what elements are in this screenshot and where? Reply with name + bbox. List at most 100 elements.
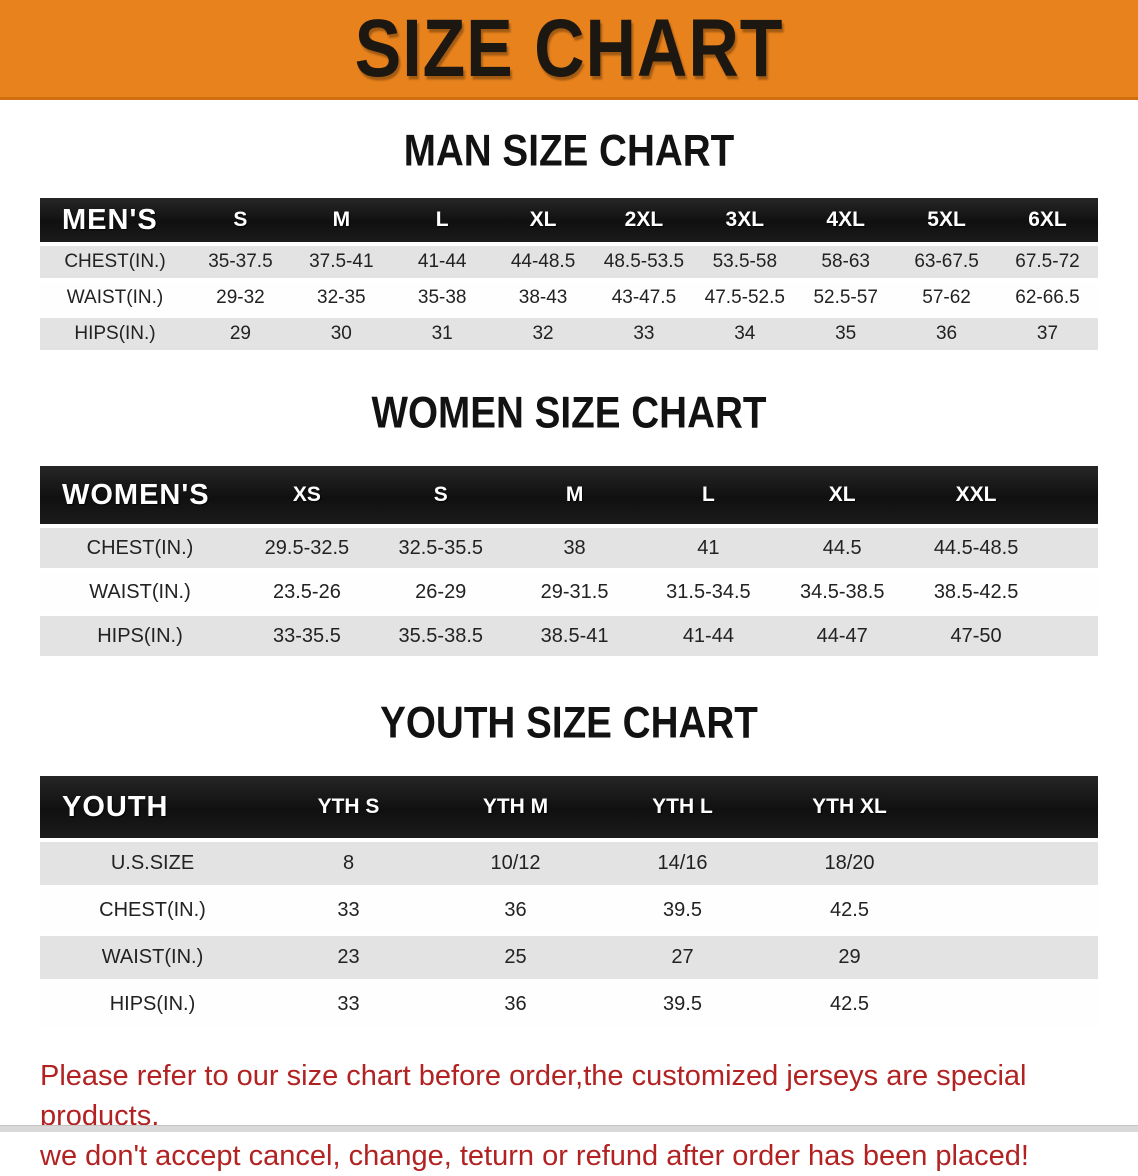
size-value-cell: 41-44	[391, 246, 493, 278]
header-spacer	[1043, 466, 1098, 524]
size-column-header: L	[641, 466, 776, 524]
size-column-header: S	[190, 198, 291, 242]
size-value-cell: 63-67.5	[896, 246, 997, 278]
table-row: HIPS(IN.) 33 36 39.5 42.5	[40, 983, 1098, 1026]
bottom-edge-strip	[0, 1125, 1138, 1132]
size-column-header: XL	[775, 466, 910, 524]
size-value-cell: 44-48.5	[492, 246, 594, 278]
size-value-cell: 53.5-58	[694, 246, 796, 278]
table-row: CHEST(IN.) 29.5-32.5 32.5-35.5 38 41 44.5 44.5…	[40, 528, 1098, 568]
size-value-cell: 41-44	[641, 616, 776, 656]
size-value-cell: 29-32	[190, 282, 291, 314]
size-column-header: XXL	[909, 466, 1043, 524]
size-value-cell: 31.5-34.5	[641, 572, 776, 612]
size-value-cell: 48.5-53.5	[593, 246, 695, 278]
size-value-cell: 37	[997, 318, 1098, 350]
size-value-cell: 34.5-38.5	[775, 572, 910, 612]
size-value-cell: 33	[593, 318, 695, 350]
size-value-cell: 67.5-72	[997, 246, 1098, 278]
size-value-cell: 47-50	[909, 616, 1043, 656]
size-value-cell: 25	[432, 936, 599, 979]
youth-size-chart-heading: YOUTH SIZE CHART	[380, 697, 758, 748]
size-value-cell: 23	[265, 936, 432, 979]
size-column-header: 2XL	[593, 198, 695, 242]
women-group-label: WOMEN'S	[40, 466, 240, 524]
size-value-cell: 32-35	[290, 282, 392, 314]
row-spacer	[1043, 528, 1098, 568]
size-value-cell: 44.5	[775, 528, 910, 568]
size-value-cell: 36	[432, 889, 599, 932]
size-value-cell: 47.5-52.5	[694, 282, 796, 314]
size-value-cell: 31	[391, 318, 493, 350]
size-column-header: YTH M	[432, 776, 599, 838]
size-value-cell: 32.5-35.5	[373, 528, 508, 568]
row-spacer	[1043, 616, 1098, 656]
row-label: HIPS(IN.)	[40, 318, 190, 350]
size-column-header: L	[391, 198, 493, 242]
size-column-header: S	[373, 466, 508, 524]
size-value-cell: 23.5-26	[240, 572, 374, 612]
size-value-cell: 29-31.5	[507, 572, 642, 612]
size-column-header: M	[290, 198, 392, 242]
row-spacer	[933, 842, 1098, 885]
size-value-cell: 38	[507, 528, 642, 568]
row-spacer	[1043, 572, 1098, 612]
size-value-cell: 38-43	[492, 282, 594, 314]
table-row: WAIST(IN.) 29-32 32-35 35-38 38-43 43-47.5 47.…	[40, 282, 1098, 314]
row-label: HIPS(IN.)	[40, 616, 240, 656]
size-value-cell: 41	[641, 528, 776, 568]
size-value-cell: 33	[265, 983, 432, 1026]
size-value-cell: 14/16	[599, 842, 766, 885]
row-label: CHEST(IN.)	[40, 528, 240, 568]
youth-size-table: YOUTH YTH S YTH M YTH L YTH XL U.S.SIZE 8 10/12…	[40, 772, 1098, 1030]
man-size-chart-heading: MAN SIZE CHART	[403, 125, 735, 176]
size-value-cell: 35.5-38.5	[373, 616, 508, 656]
size-value-cell: 35-38	[391, 282, 493, 314]
size-value-cell: 42.5	[766, 889, 933, 932]
women-size-chart-heading: WOMEN SIZE CHART	[371, 387, 767, 438]
table-row: HIPS(IN.) 29 30 31 32 33 34 35 36 37	[40, 318, 1098, 350]
row-spacer	[933, 983, 1098, 1026]
men-size-table: MEN'S S M L XL 2XL 3XL 4XL 5XL 6XL CHEST(IN.) 35-37…	[40, 194, 1098, 354]
disclaimer-line-2: we don't accept cancel, change, teturn o…	[40, 1140, 1029, 1172]
women-size-table: WOMEN'S XS S M L XL XXL CHEST(IN.) 29.5-32.5 32.5…	[40, 462, 1098, 660]
size-value-cell: 26-29	[373, 572, 508, 612]
size-value-cell: 32	[492, 318, 594, 350]
size-value-cell: 33-35.5	[240, 616, 374, 656]
size-chart-banner-title: SIZE CHART	[354, 2, 784, 95]
row-label: WAIST(IN.)	[40, 282, 190, 314]
youth-group-label: YOUTH	[40, 776, 265, 838]
size-value-cell: 38.5-41	[507, 616, 642, 656]
size-value-cell: 42.5	[766, 983, 933, 1026]
size-value-cell: 37.5-41	[290, 246, 392, 278]
row-label: U.S.SIZE	[40, 842, 265, 885]
size-value-cell: 27	[599, 936, 766, 979]
size-value-cell: 39.5	[599, 889, 766, 932]
size-value-cell: 29	[190, 318, 291, 350]
size-value-cell: 10/12	[432, 842, 599, 885]
size-column-header: XL	[492, 198, 594, 242]
size-value-cell: 35	[795, 318, 897, 350]
size-value-cell: 18/20	[766, 842, 933, 885]
row-label: CHEST(IN.)	[40, 246, 190, 278]
size-column-header: XS	[240, 466, 374, 524]
size-value-cell: 36	[432, 983, 599, 1026]
size-value-cell: 62-66.5	[997, 282, 1098, 314]
size-value-cell: 57-62	[896, 282, 997, 314]
row-label: HIPS(IN.)	[40, 983, 265, 1026]
table-row: CHEST(IN.) 35-37.5 37.5-41 41-44 44-48.5 48.5…	[40, 246, 1098, 278]
size-value-cell: 44.5-48.5	[909, 528, 1043, 568]
size-column-header: 4XL	[795, 198, 897, 242]
size-value-cell: 29	[766, 936, 933, 979]
table-row: WAIST(IN.) 23.5-26 26-29 29-31.5 31.5-34.5 34…	[40, 572, 1098, 612]
size-value-cell: 58-63	[795, 246, 897, 278]
row-spacer	[933, 936, 1098, 979]
size-value-cell: 34	[694, 318, 796, 350]
youth-header-row: YOUTH YTH S YTH M YTH L YTH XL	[40, 776, 1098, 838]
size-column-header: 5XL	[896, 198, 997, 242]
row-label: WAIST(IN.)	[40, 936, 265, 979]
size-value-cell: 38.5-42.5	[909, 572, 1043, 612]
size-value-cell: 29.5-32.5	[240, 528, 374, 568]
table-row: WAIST(IN.) 23 25 27 29	[40, 936, 1098, 979]
size-value-cell: 39.5	[599, 983, 766, 1026]
